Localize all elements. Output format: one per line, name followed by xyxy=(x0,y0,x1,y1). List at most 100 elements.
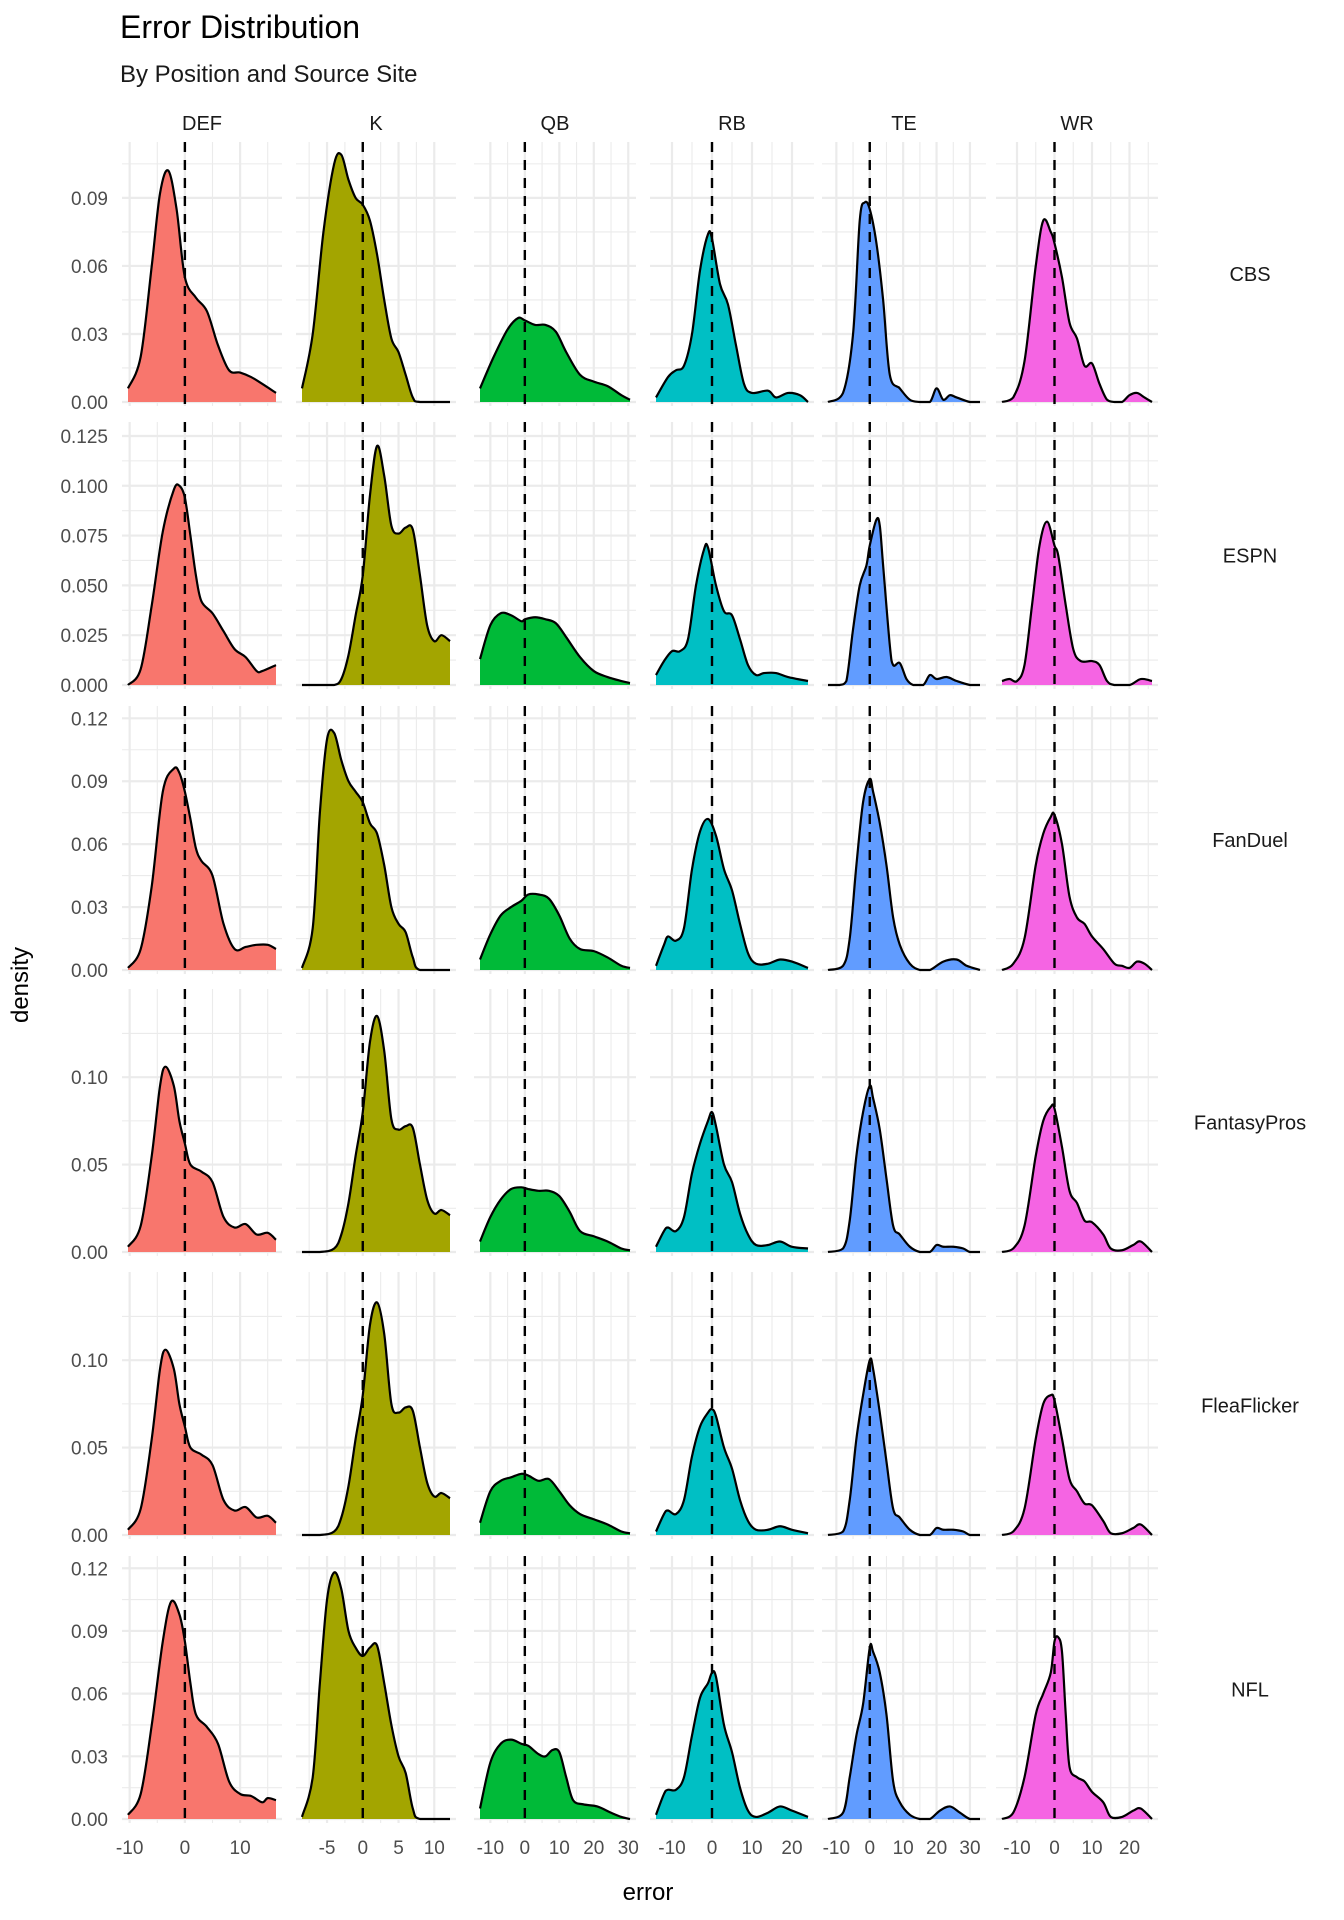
density-line-espn-rb xyxy=(655,542,809,683)
density-line-espn-qb xyxy=(478,611,631,685)
panel-fantasypros-qb xyxy=(474,989,636,1256)
strip-label-fantasypros: FantasyPros xyxy=(1194,1113,1306,1135)
x-tick-label: 20 xyxy=(583,1838,604,1859)
density-area-nfl-rb xyxy=(656,1671,808,1819)
panel-fanduel-rb xyxy=(650,706,814,974)
density-area-espn-wr xyxy=(1002,521,1152,685)
strip-label-cbs: CBS xyxy=(1229,264,1270,286)
density-area-nfl-def xyxy=(128,1600,276,1819)
x-tick-label: 5 xyxy=(393,1838,404,1859)
strip-label-espn: ESPN xyxy=(1223,546,1277,568)
panel-fanduel-wr xyxy=(996,706,1158,974)
density-line-fanduel-rb xyxy=(654,817,809,969)
x-axis-tick-labels: -10 0 10 -5 0 5 10 -10 0 10 20 30 -10 0 10 20 -10 0 10 20 30… xyxy=(116,1838,1140,1859)
y-tick-label: 0.00 xyxy=(71,1243,108,1264)
density-line-fantasypros-qb xyxy=(478,1186,631,1252)
y-tick-label: 0.12 xyxy=(71,1559,108,1580)
density-area-cbs-wr xyxy=(1002,219,1152,402)
density-line-nfl-def xyxy=(127,1599,277,1816)
y-tick-label: 0.000 xyxy=(60,676,108,697)
panel-espn-rb xyxy=(650,422,814,689)
density-area-cbs-k xyxy=(302,153,450,402)
y-tick-label: 0.06 xyxy=(71,257,108,278)
density-area-fantasypros-k xyxy=(302,1015,450,1252)
y-tick-label: 0.075 xyxy=(60,527,108,548)
panel-cbs-qb xyxy=(474,142,636,406)
panel-fleaflicker-te xyxy=(822,1272,986,1539)
x-tick-label: -10 xyxy=(658,1838,685,1859)
y-tick-label: 0.125 xyxy=(60,427,108,448)
density-line-espn-te xyxy=(827,516,980,687)
panel-fantasypros-k xyxy=(296,989,456,1256)
panel-fantasypros-wr xyxy=(996,989,1158,1256)
density-line-fantasypros-k xyxy=(302,1014,451,1254)
y-tick-label: 0.03 xyxy=(71,325,108,346)
density-area-fleaflicker-def xyxy=(128,1349,276,1535)
density-line-cbs-qb xyxy=(478,316,631,401)
row-strip-labels: CBS ESPN FanDuel FantasyPros FleaFlicker NFL xyxy=(1194,264,1306,1702)
strip-label-def: DEF xyxy=(182,113,222,135)
panel-fantasypros-def xyxy=(122,989,282,1256)
density-area-cbs-te xyxy=(828,201,980,402)
density-area-fleaflicker-k xyxy=(302,1302,450,1535)
x-tick-label: -10 xyxy=(116,1838,143,1859)
strip-label-te: TE xyxy=(891,113,917,135)
y-tick-label: 0.06 xyxy=(71,1685,108,1706)
panel-nfl-k xyxy=(296,1556,456,1823)
density-area-nfl-k xyxy=(302,1572,450,1819)
density-line-cbs-def xyxy=(126,169,277,394)
density-area-cbs-rb xyxy=(656,231,808,402)
density-area-espn-def xyxy=(128,484,276,685)
y-tick-label: 0.10 xyxy=(71,1351,108,1372)
panel-fanduel-def xyxy=(122,706,282,974)
y-tick-label: 0.00 xyxy=(71,961,108,982)
density-line-fanduel-k xyxy=(300,728,450,972)
density-line-nfl-te xyxy=(827,1642,980,1821)
chart-title: Error Distribution xyxy=(120,9,360,45)
panel-espn-k xyxy=(296,422,456,689)
x-tick-label: -5 xyxy=(319,1838,336,1859)
density-line-fanduel-qb xyxy=(478,892,631,969)
strip-label-k: K xyxy=(369,113,383,135)
y-tick-label: 0.05 xyxy=(71,1439,108,1460)
y-tick-label: 0.12 xyxy=(71,709,108,730)
panel-fleaflicker-qb xyxy=(474,1272,636,1539)
x-tick-label: 10 xyxy=(230,1838,251,1859)
strip-label-fanduel: FanDuel xyxy=(1212,830,1288,852)
density-line-espn-wr xyxy=(1001,520,1153,687)
y-tick-label: 0.025 xyxy=(60,626,108,647)
x-tick-label: 10 xyxy=(741,1838,762,1859)
density-line-nfl-k xyxy=(300,1571,450,1821)
panel-fleaflicker-wr xyxy=(996,1272,1158,1539)
x-tick-label: 0 xyxy=(1049,1838,1060,1859)
density-line-fantasypros-wr xyxy=(1001,1103,1153,1254)
x-tick-label: 20 xyxy=(1119,1838,1140,1859)
density-line-cbs-rb xyxy=(655,229,809,403)
panel-cbs-rb xyxy=(650,142,814,406)
density-line-fleaflicker-rb xyxy=(654,1407,809,1535)
panel-espn-te xyxy=(822,422,986,689)
panel-nfl-rb xyxy=(650,1556,814,1823)
x-tick-label: -10 xyxy=(1003,1838,1030,1859)
density-area-fantasypros-rb xyxy=(656,1112,808,1252)
y-tick-label: 0.00 xyxy=(71,1810,108,1831)
x-axis-title: error xyxy=(623,1879,674,1906)
density-area-fanduel-k xyxy=(302,729,450,970)
density-area-nfl-qb xyxy=(480,1739,630,1819)
y-tick-label: 0.03 xyxy=(71,898,108,919)
x-tick-label: 10 xyxy=(893,1838,914,1859)
density-line-cbs-te xyxy=(827,200,980,404)
strip-label-rb: RB xyxy=(718,113,746,135)
density-line-fantasypros-te xyxy=(827,1084,980,1254)
strip-label-wr: WR xyxy=(1060,113,1093,135)
y-tick-label: 0.05 xyxy=(71,1156,108,1177)
y-tick-label: 0.00 xyxy=(71,393,108,414)
density-area-espn-qb xyxy=(480,612,630,685)
panel-fleaflicker-def xyxy=(122,1272,282,1539)
y-axis-tick-labels: 0.00 0.03 0.06 0.09 0.000 0.025 0.050 0.075 0.10… xyxy=(60,189,108,1831)
density-area-fanduel-te xyxy=(828,778,980,970)
density-line-fanduel-def xyxy=(127,766,277,969)
density-area-cbs-def xyxy=(128,170,276,402)
panel-espn-qb xyxy=(474,422,636,689)
